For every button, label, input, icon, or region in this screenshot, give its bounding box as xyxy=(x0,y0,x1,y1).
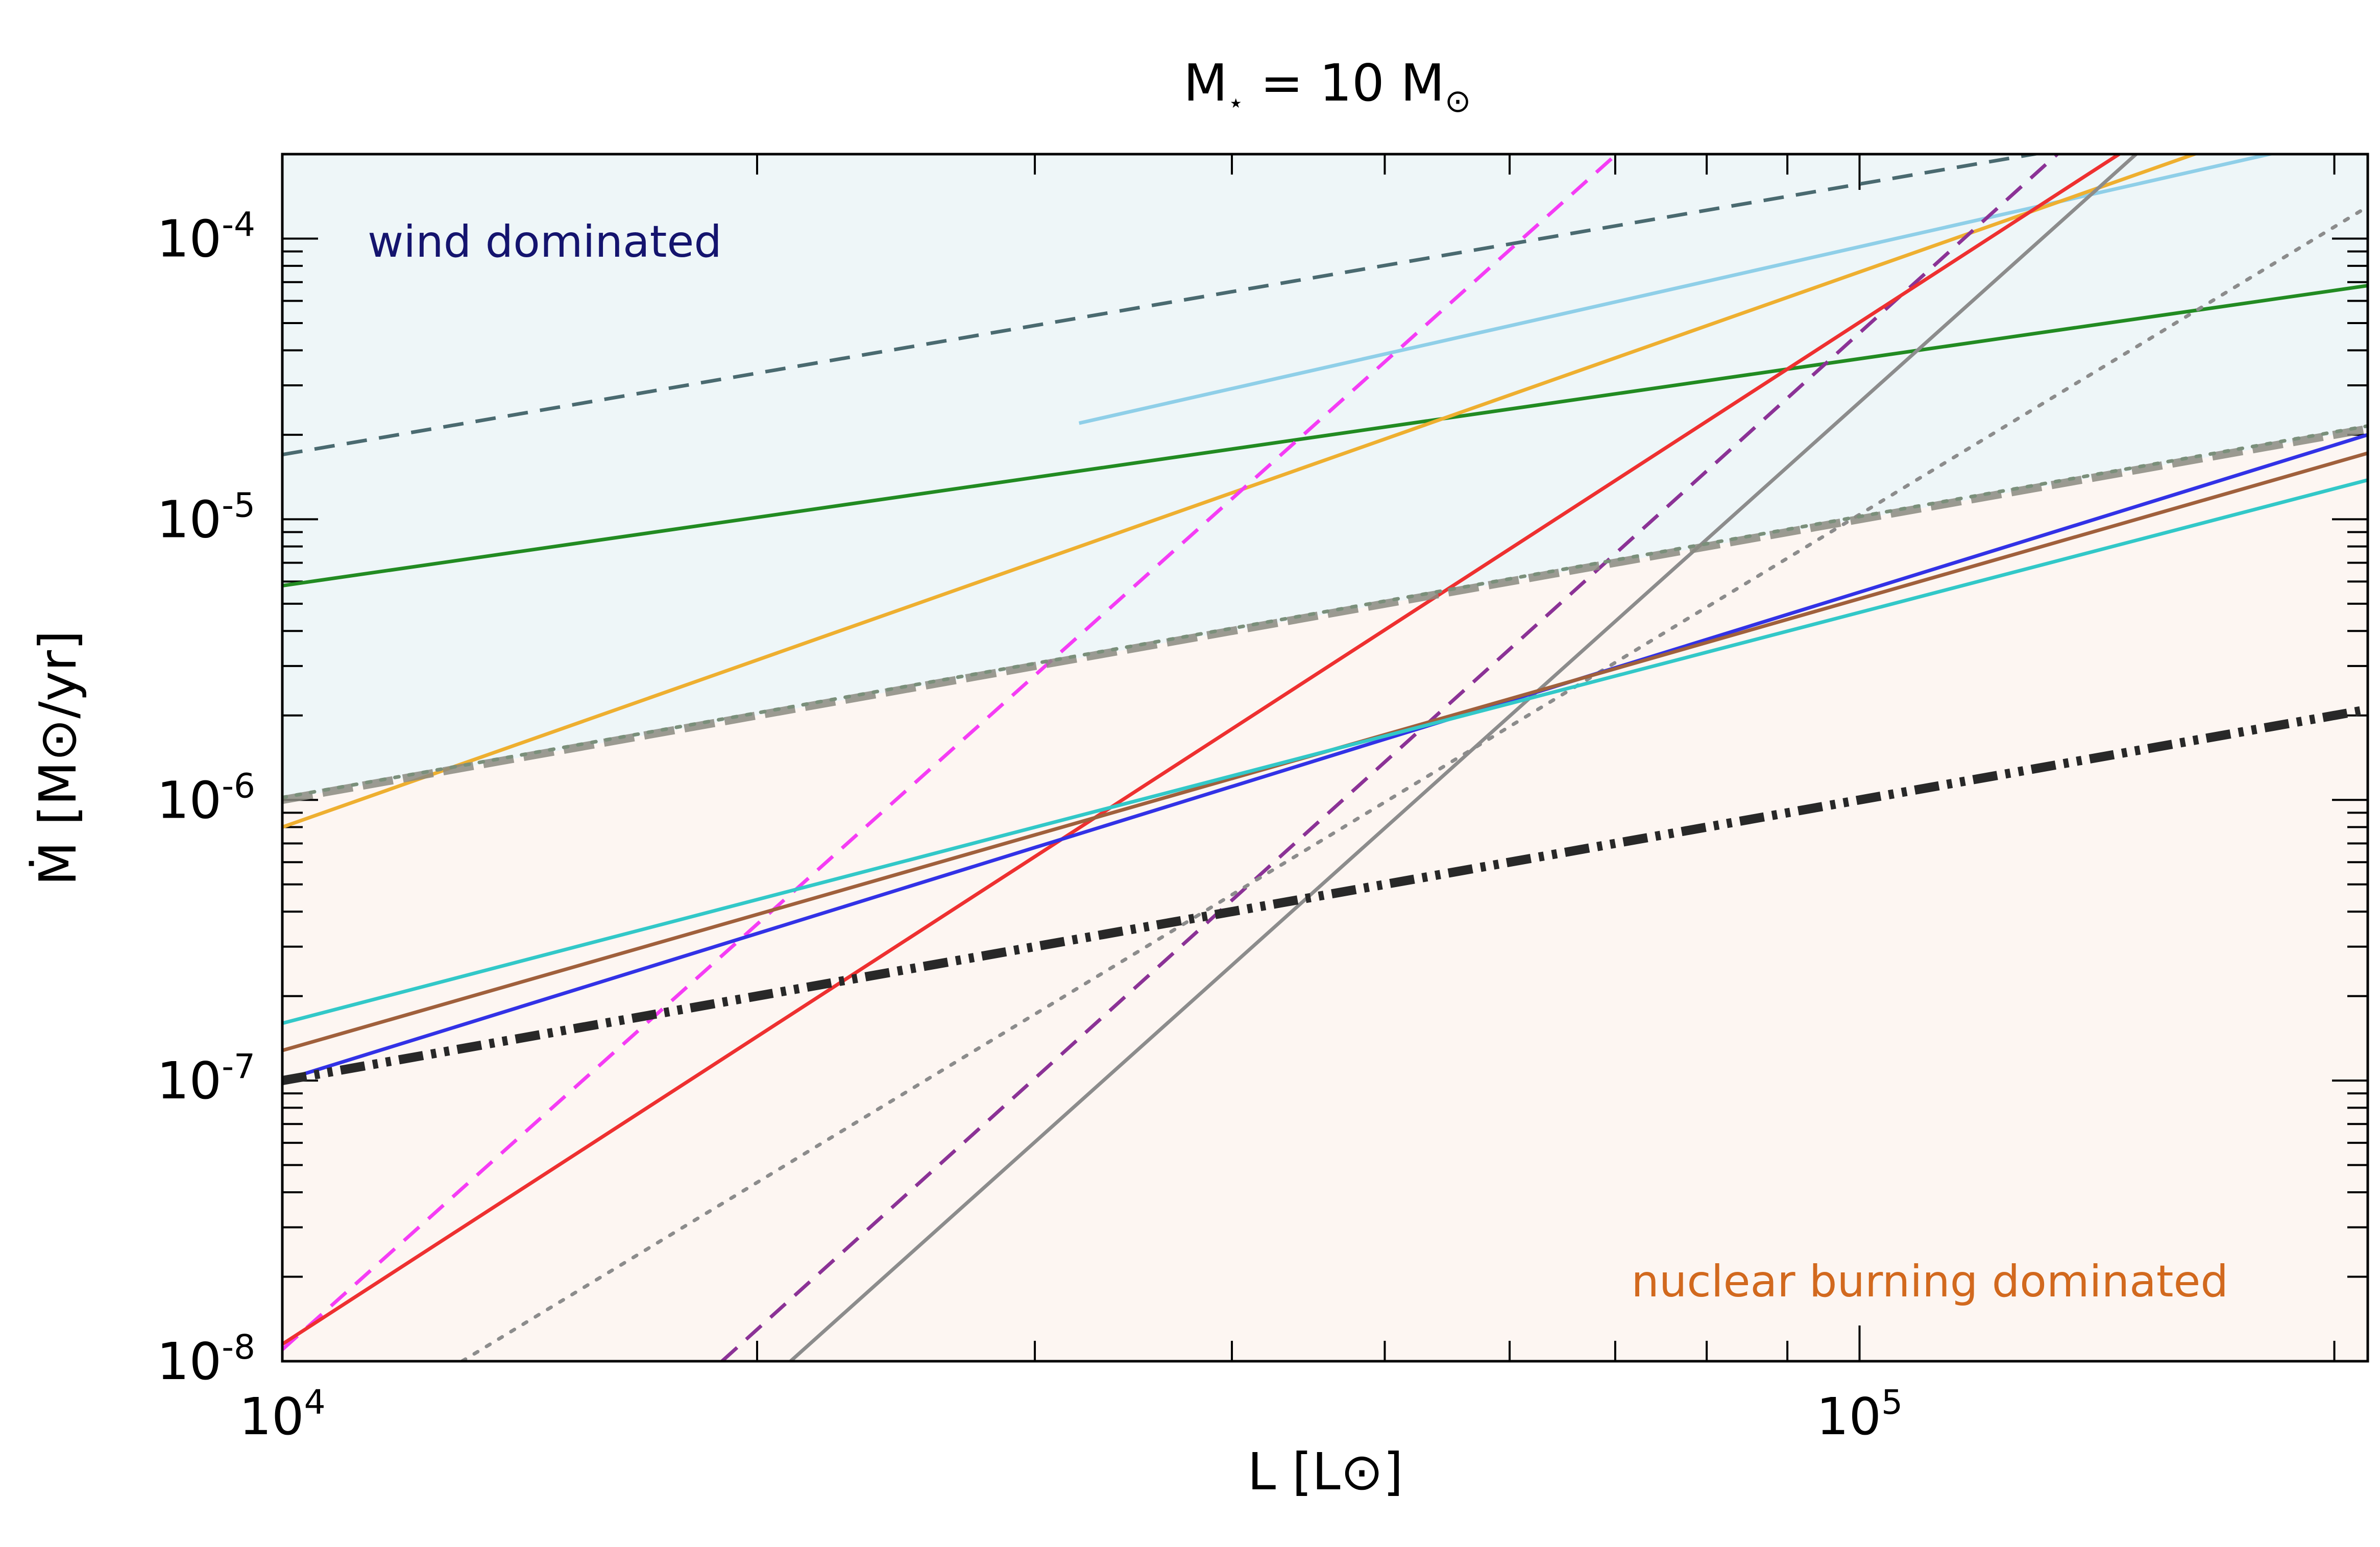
series-purple-dashed xyxy=(720,154,2060,1361)
x-tick-labels: 104 105 xyxy=(239,1383,1903,1446)
y-tick-label: 10-7 xyxy=(157,1047,255,1111)
series-green-solid xyxy=(282,284,2368,587)
chart-title: M⋆ = 10 M⊙ xyxy=(1183,53,1471,119)
series-gray-dotted-2 xyxy=(282,424,2368,800)
region-label-nuclear: nuclear burning dominated xyxy=(1631,1256,2228,1307)
series-gray-thick-dashed xyxy=(282,425,2368,804)
x-tick-label: 104 xyxy=(239,1383,325,1446)
title-main: M xyxy=(1183,53,1227,113)
y-axis-label: Ṁ [M⊙/yr] xyxy=(28,630,88,886)
series-gray-dotted xyxy=(460,205,2368,1361)
region-label-wind: wind dominated xyxy=(368,216,722,267)
title-sun: ⊙ xyxy=(1445,82,1471,119)
title-rest: = 10 M xyxy=(1244,53,1445,113)
x-axis-label: L [L⊙] xyxy=(1247,1442,1403,1502)
series-dark-slate-dashed xyxy=(282,154,2045,457)
series-magenta-dashed xyxy=(282,154,1619,1351)
region-layer xyxy=(282,154,2368,1361)
plot-frame xyxy=(281,153,2369,1363)
series-red-solid xyxy=(282,154,2123,1346)
y-tick-label: 10-4 xyxy=(157,205,255,269)
y-tick-label: 10-8 xyxy=(157,1328,255,1391)
series-turquoise-solid xyxy=(282,478,2368,1025)
series-blue-solid xyxy=(282,433,2368,1083)
tick-layer xyxy=(281,153,2368,1362)
x-tick-label: 105 xyxy=(1816,1383,1903,1446)
y-tick-label: 10-5 xyxy=(157,485,255,549)
title-star: ⋆ xyxy=(1228,88,1245,118)
series-gray-solid xyxy=(789,154,2139,1361)
y-tick-labels: 10-8 10-7 10-6 10-5 10-4 xyxy=(157,205,255,1391)
series-sky-blue-solid xyxy=(1078,154,2278,425)
series-layer xyxy=(282,154,2368,1361)
region-wind-dominated xyxy=(282,154,2368,800)
series-black-dash-dot-dot xyxy=(282,705,2368,1085)
region-nuclear-burning-dominated xyxy=(282,429,2368,1361)
series-orange-solid xyxy=(282,154,2200,829)
y-tick-label: 10-6 xyxy=(157,766,255,830)
